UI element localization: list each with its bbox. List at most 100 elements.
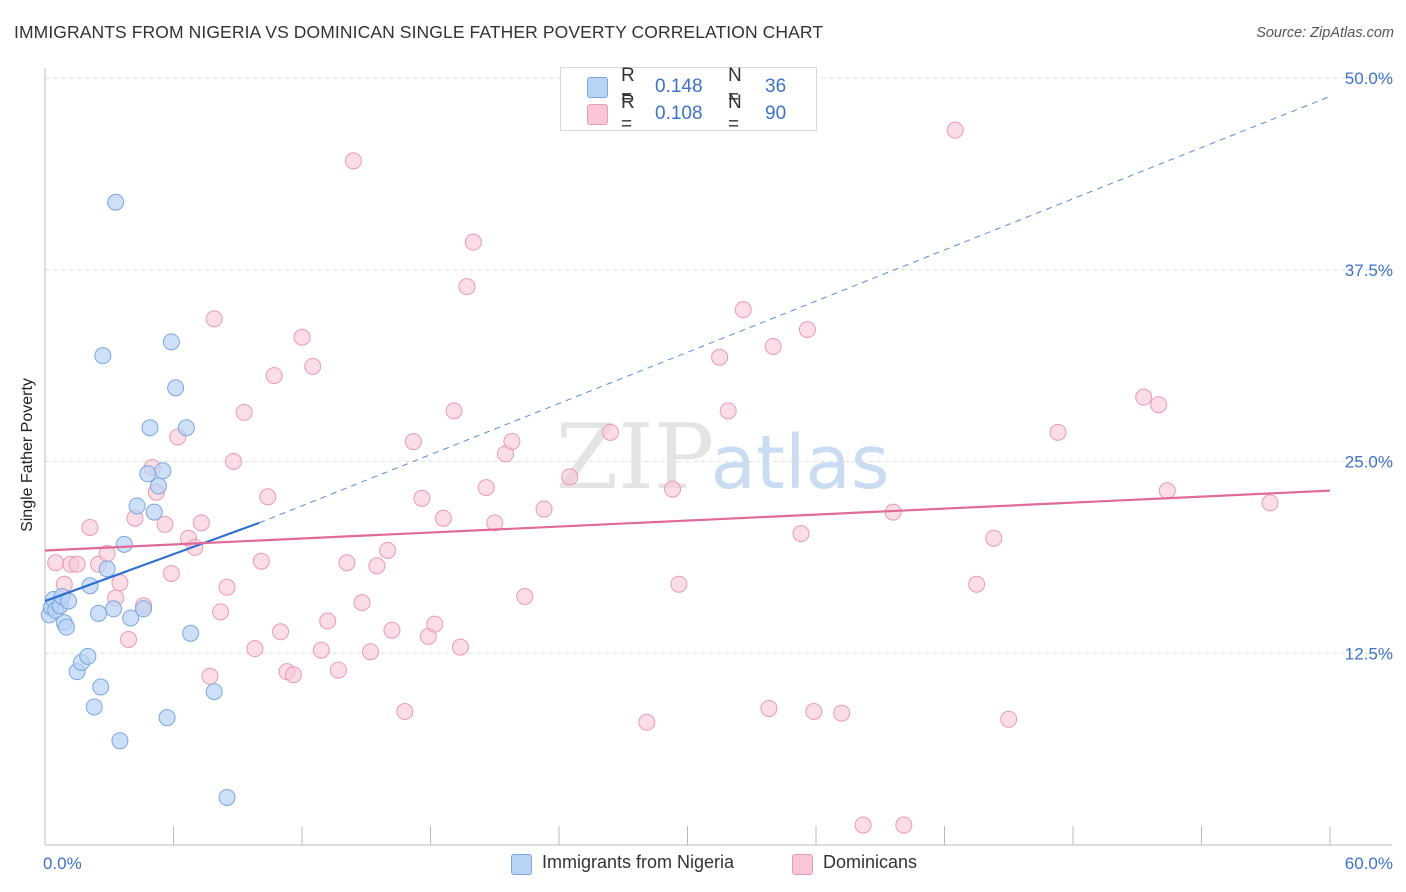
data-point-dominican — [111, 574, 129, 592]
watermark: ZIP atlas — [556, 405, 890, 510]
data-point-dominican — [1150, 396, 1168, 414]
data-point-nigeria — [98, 560, 116, 578]
data-point-nigeria — [218, 788, 236, 806]
data-point-dominican — [353, 594, 371, 612]
tick-labels: 12.5% 25.0% 37.5% 50.0% 0.0% 60.0% — [43, 69, 1393, 873]
x-tick-label: 0.0% — [43, 854, 82, 873]
legend-swatch-nigeria — [511, 854, 532, 875]
data-point-dominican — [162, 564, 180, 582]
data-point-dominican — [464, 233, 482, 251]
data-point-nigeria — [90, 604, 108, 622]
data-point-dominican — [968, 575, 986, 593]
data-point-dominican — [561, 468, 579, 486]
data-point-dominican — [205, 310, 223, 328]
trend-line-nigeria-extrapolated — [258, 95, 1331, 524]
data-point-nigeria — [122, 609, 140, 627]
data-point-dominican — [404, 433, 422, 451]
data-point-dominican — [68, 555, 86, 573]
data-point-nigeria — [205, 683, 223, 701]
data-point-dominican — [212, 603, 230, 621]
data-point-dominican — [362, 643, 380, 661]
data-point-dominican — [451, 638, 469, 656]
data-point-nigeria — [158, 709, 176, 727]
data-point-dominican — [156, 515, 174, 533]
watermark-atlas: atlas — [711, 420, 890, 506]
data-point-dominican — [535, 500, 553, 518]
data-point-dominican — [383, 621, 401, 639]
data-point-dominican — [304, 357, 322, 375]
nigeria-points — [40, 193, 236, 806]
y-tick-label: 37.5% — [1345, 261, 1393, 280]
data-point-dominican — [192, 514, 210, 532]
data-point-dominican — [434, 509, 452, 527]
data-point-dominican — [413, 489, 431, 507]
data-point-nigeria — [85, 698, 103, 716]
data-point-dominican — [1000, 710, 1018, 728]
watermark-zip: ZIP — [556, 405, 715, 510]
data-point-dominican — [120, 630, 138, 648]
data-point-dominican — [854, 816, 872, 834]
data-point-nigeria — [111, 732, 129, 750]
legend-label-dominicans: Dominicans — [823, 852, 918, 872]
data-point-dominican — [344, 152, 362, 170]
data-point-dominican — [670, 575, 688, 593]
data-point-dominican — [833, 704, 851, 722]
data-point-nigeria — [150, 477, 168, 495]
legend-n-label: N = — [728, 92, 742, 135]
legend-label-nigeria: Immigrants from Nigeria — [542, 852, 735, 872]
data-point-dominican — [638, 713, 656, 731]
legend-r-value: 0.148 — [655, 76, 703, 97]
y-tick-label: 50.0% — [1345, 69, 1393, 88]
data-point-dominican — [1135, 388, 1153, 406]
data-point-dominican — [218, 578, 236, 596]
chart-title: IMMIGRANTS FROM NIGERIA VS DOMINICAN SIN… — [14, 22, 824, 42]
data-point-dominican — [396, 703, 414, 721]
legend-r-label: R = — [621, 65, 635, 108]
data-point-nigeria — [94, 347, 112, 365]
data-point-dominican — [265, 367, 283, 385]
data-point-nigeria — [135, 600, 153, 618]
legend-swatch-dominicans — [792, 854, 813, 875]
data-point-nigeria — [105, 600, 123, 618]
y-tick-label: 25.0% — [1345, 453, 1393, 472]
data-point-dominican — [47, 554, 65, 572]
data-point-dominican — [1049, 423, 1067, 441]
legend-swatch-nigeria — [587, 77, 608, 98]
data-point-nigeria — [167, 379, 185, 397]
data-point-nigeria — [154, 462, 172, 480]
data-point-dominican — [734, 301, 752, 319]
data-point-dominican — [764, 337, 782, 355]
data-point-dominican — [319, 612, 337, 630]
legend-r-value: 0.108 — [655, 103, 703, 124]
data-point-dominican — [1261, 494, 1279, 512]
data-point-dominican — [664, 480, 682, 498]
data-point-dominican — [312, 641, 330, 659]
data-point-nigeria — [162, 333, 180, 351]
data-point-nigeria — [128, 497, 146, 515]
trend-line-nigeria — [44, 521, 260, 603]
data-point-dominican — [235, 403, 253, 421]
data-point-dominican — [379, 541, 397, 559]
data-point-nigeria — [141, 419, 159, 437]
legend-n-label: N = — [728, 65, 742, 108]
axes — [44, 68, 1392, 846]
data-point-dominican — [805, 703, 823, 721]
data-point-dominican — [426, 615, 444, 633]
data-point-nigeria — [177, 419, 195, 437]
data-point-dominican — [246, 640, 264, 658]
data-point-nigeria — [115, 535, 133, 553]
y-tick-label: 12.5% — [1345, 644, 1393, 663]
data-point-nigeria — [182, 624, 200, 642]
data-point-dominican — [719, 402, 737, 420]
data-point-dominican — [201, 667, 219, 685]
data-point-dominican — [272, 623, 290, 641]
data-point-dominican — [895, 816, 913, 834]
legend-n-value: 36 — [765, 76, 787, 97]
data-point-nigeria — [107, 193, 125, 211]
data-point-dominican — [252, 552, 270, 570]
data-point-dominican — [946, 121, 964, 139]
trend-lines — [44, 95, 1331, 603]
data-point-nigeria — [57, 618, 75, 636]
grid-lines — [45, 77, 1392, 654]
data-point-dominican — [458, 278, 476, 296]
